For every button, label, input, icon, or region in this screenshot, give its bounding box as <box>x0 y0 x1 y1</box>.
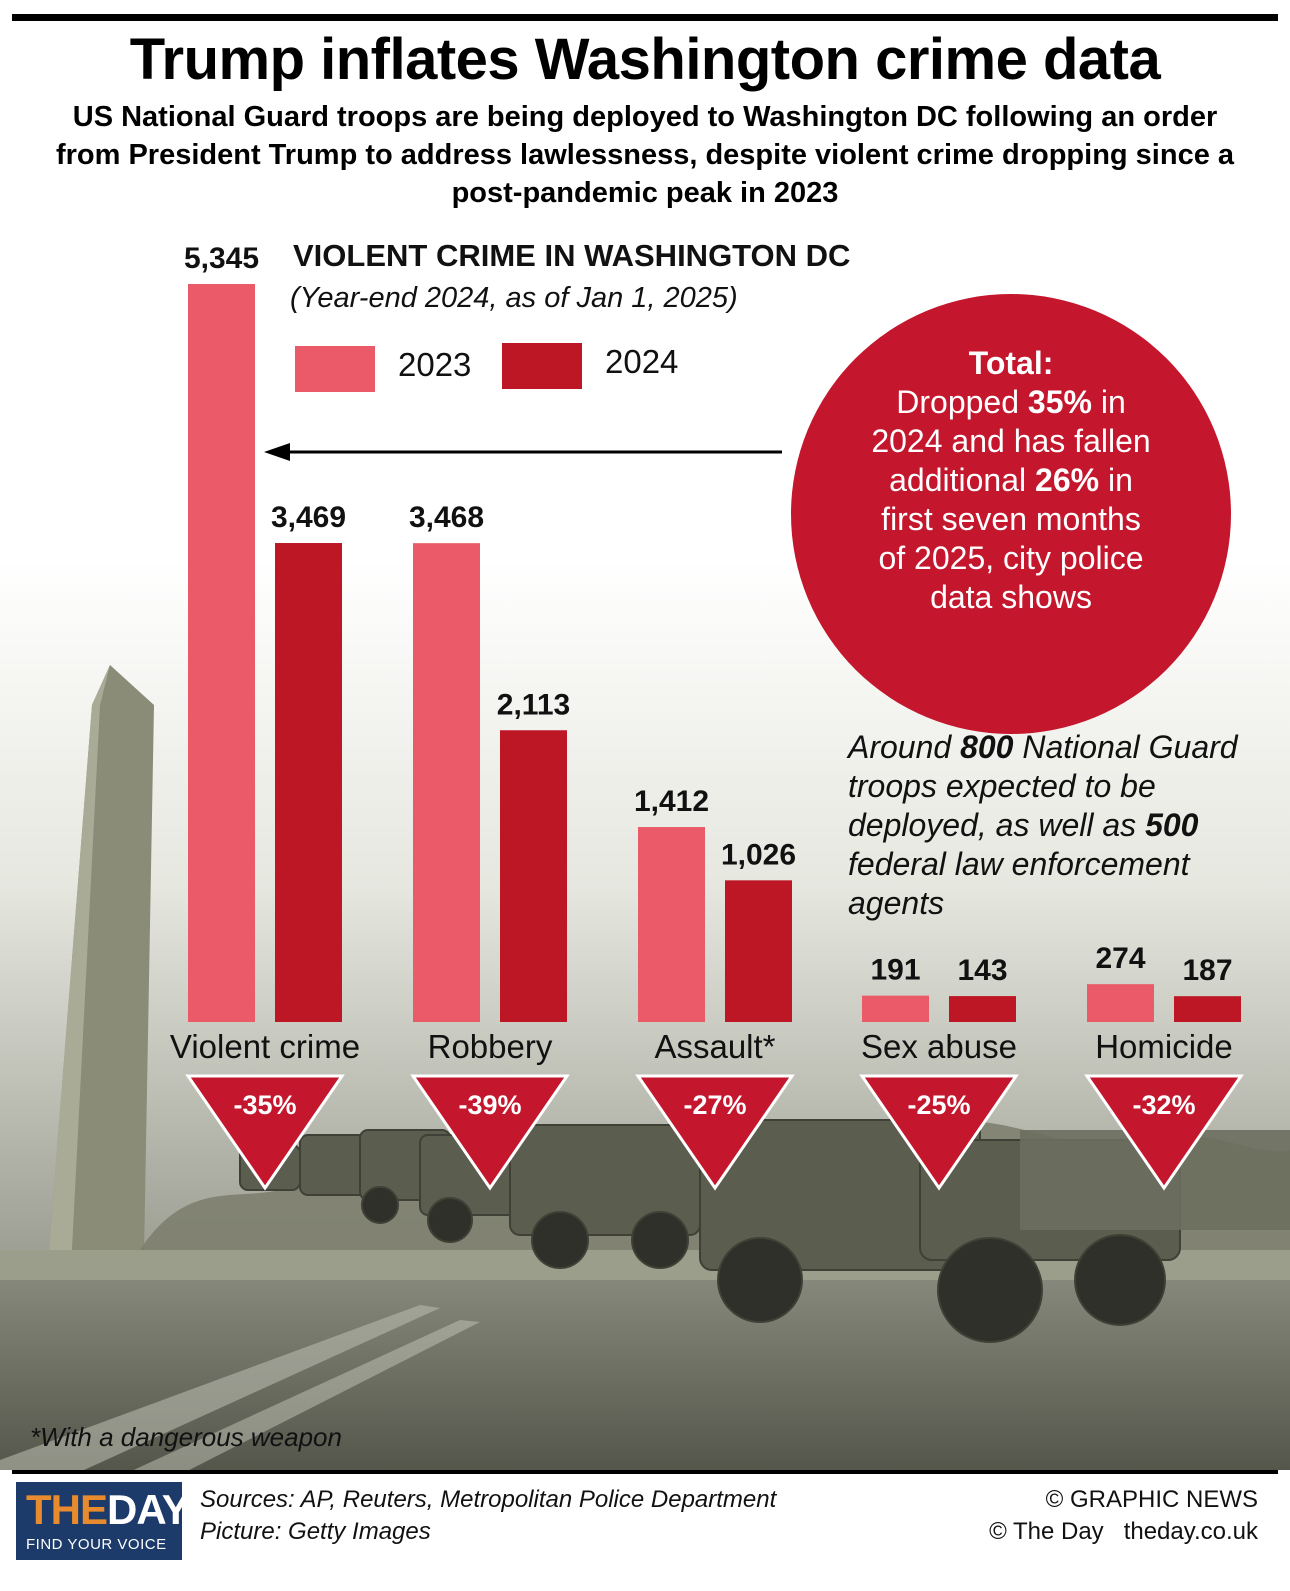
change-triangle-3 <box>859 1074 1019 1191</box>
military-vehicles <box>239 1119 1181 1343</box>
data-label-2023-2: 1,412 <box>634 785 709 818</box>
callout-line-5: of 2025, city police <box>878 540 1144 576</box>
subheadline: US National Guard troops are being deplo… <box>55 101 1235 209</box>
category-label-2: Assault* <box>654 1028 775 1065</box>
data-label-2024-0: 3,469 <box>271 501 346 534</box>
change-triangle-4 <box>1084 1074 1244 1191</box>
bar-2024-2 <box>725 880 792 1022</box>
data-label-2023-0: 5,345 <box>184 242 259 275</box>
change-label-0: -35% <box>233 1090 296 1120</box>
bar-2023-2 <box>638 827 705 1022</box>
bar-2023-3 <box>862 995 929 1022</box>
category-label-3: Sex abuse <box>861 1028 1017 1065</box>
bar-2024-0 <box>275 543 342 1022</box>
data-label-2024-2: 1,026 <box>721 838 796 871</box>
callout-line-2: 2024 and has fallen <box>871 423 1151 459</box>
credits: © GRAPHIC NEWS © The Day theday.co.uk <box>989 1486 1258 1545</box>
bar-chart: 5,345 3,469 Violent crime -35% 3,468 2,113 Rob… <box>169 242 1244 1191</box>
data-label-2023-4: 274 <box>1095 942 1145 975</box>
bar-2023-0 <box>188 284 255 1022</box>
callout-line-3: additional 26% in <box>889 462 1133 498</box>
change-triangle-0 <box>185 1074 345 1191</box>
bar-2024-3 <box>949 996 1016 1022</box>
bar-2024-4 <box>1174 996 1241 1022</box>
data-label-2024-1: 2,113 <box>497 688 570 721</box>
bar-2023-4 <box>1087 984 1154 1022</box>
data-label-2024-3: 143 <box>957 954 1007 987</box>
category-label-1: Robbery <box>428 1028 553 1065</box>
bar-2023-1 <box>413 543 480 1022</box>
change-triangle-1 <box>410 1074 570 1191</box>
bar-2024-1 <box>500 730 567 1022</box>
legend-label-2023: 2023 <box>398 346 472 383</box>
callout-line-4: first seven months <box>881 501 1141 537</box>
category-label-0: Violent crime <box>170 1028 360 1065</box>
legend-label-2024: 2024 <box>605 343 679 380</box>
the-day-logo: THEDAY FIND YOUR VOICE <box>16 1482 190 1560</box>
total-callout: Total: Dropped 35% in 2024 and has falle… <box>791 294 1231 734</box>
chart-subtitle: (Year-end 2024, as of Jan 1, 2025) <box>290 282 738 314</box>
change-label-4: -32% <box>1132 1090 1195 1120</box>
data-label-2023-3: 191 <box>870 954 920 987</box>
footer <box>0 1470 1290 1591</box>
top-rule <box>12 14 1278 21</box>
change-label-1: -39% <box>458 1090 521 1120</box>
callout-line-6: data shows <box>930 579 1092 615</box>
legend-swatch-2024 <box>502 343 582 389</box>
chart-title: VIOLENT CRIME IN WASHINGTON DC <box>293 238 851 273</box>
callout-heading: Total: <box>968 345 1054 381</box>
callout-arrow <box>264 443 782 461</box>
data-label-2024-4: 187 <box>1182 954 1232 987</box>
change-label-3: -25% <box>907 1090 970 1120</box>
sources: Sources: AP, Reuters, Metropolitan Polic… <box>200 1486 777 1545</box>
change-triangle-2 <box>635 1074 795 1191</box>
headline: Trump inflates Washington crime data <box>129 27 1161 92</box>
troops-note: Around 800 National Guard troops expecte… <box>848 729 1238 921</box>
category-label-4: Homicide <box>1095 1028 1233 1065</box>
data-label-2023-1: 3,468 <box>409 501 484 534</box>
footnote: *With a dangerous weapon <box>30 1422 342 1452</box>
legend-swatch-2023 <box>295 346 375 392</box>
change-label-2: -27% <box>683 1090 746 1120</box>
footer-rule <box>12 1470 1278 1474</box>
callout-line-1: Dropped 35% in <box>896 384 1126 420</box>
